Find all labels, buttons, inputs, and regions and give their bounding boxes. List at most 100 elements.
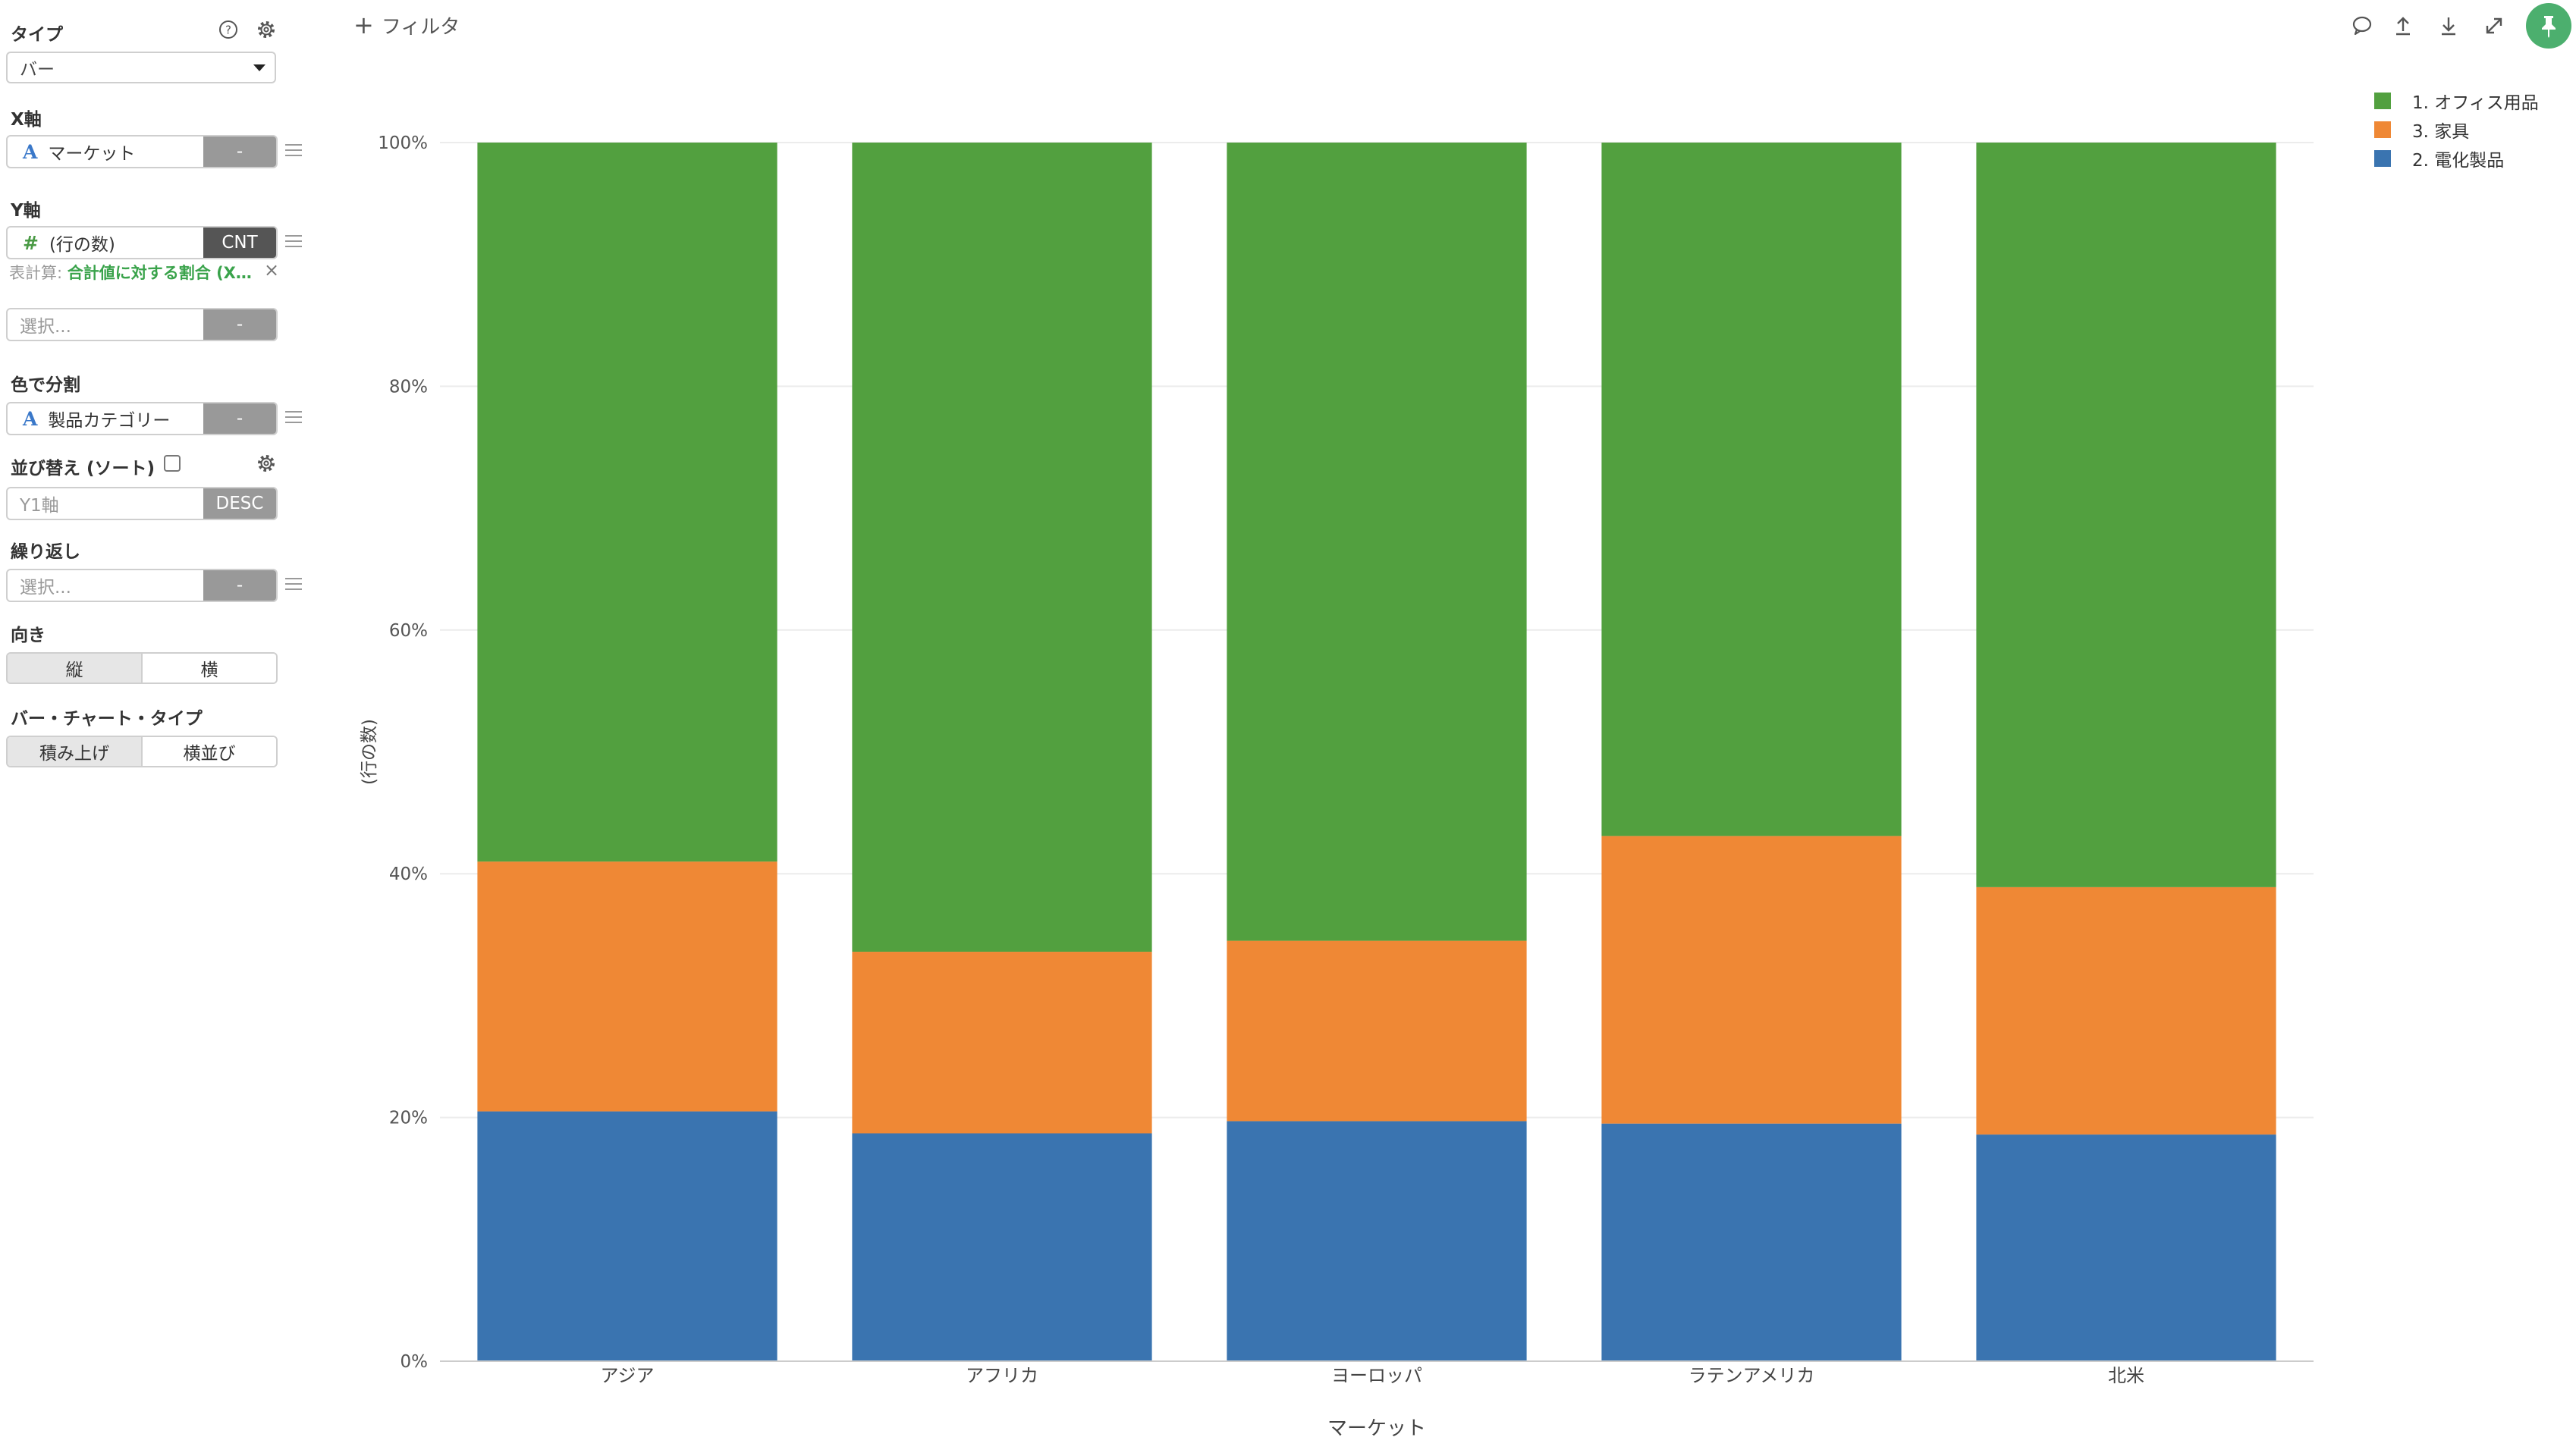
bar-segment[interactable] (852, 952, 1152, 1134)
number-type-icon: # (23, 231, 39, 254)
plus-icon: + (353, 11, 374, 39)
legend-item[interactable]: 2. 電化製品 (2374, 144, 2539, 173)
color-aggregate-button[interactable]: - (203, 403, 276, 434)
add-filter-button[interactable]: + フィルタ (353, 11, 460, 39)
bar-type-stacked-button[interactable]: 積み上げ (8, 737, 141, 766)
y-axis-title: (行の数) (360, 719, 379, 785)
drag-handle-icon[interactable] (285, 235, 302, 249)
orientation-toggle: 縦 横 (6, 652, 278, 684)
bars (477, 143, 2276, 1361)
repeat-field[interactable]: 選択... - (6, 569, 278, 602)
y-tick-label: 60% (389, 621, 428, 641)
y-tick-label: 80% (389, 377, 428, 397)
legend-item[interactable]: 1. オフィス用品 (2374, 86, 2539, 115)
x-axis-field-name: マーケット (48, 144, 136, 164)
bar-segment[interactable] (1227, 1121, 1527, 1361)
bar-segment[interactable] (852, 143, 1152, 952)
x-axis-field[interactable]: A マーケット - (6, 135, 278, 168)
legend-swatch (2374, 93, 2391, 109)
y-axis-field[interactable]: # (行の数) CNT (6, 226, 278, 259)
repeat-placeholder: 選択... (20, 578, 71, 598)
drag-handle-icon[interactable] (285, 144, 302, 158)
bar-segment[interactable] (1976, 143, 2276, 887)
color-field-name: 製品カテゴリー (48, 411, 171, 431)
repeat-aggregate-button[interactable]: - (203, 570, 276, 601)
bar-type-side-by-side-button[interactable]: 横並び (141, 737, 276, 766)
table-calculation-value: 合計値に対する割合 (X… (67, 264, 252, 282)
sort-order-button[interactable]: DESC (203, 488, 276, 519)
y-tick-label: 20% (389, 1109, 428, 1128)
color-split-label: 色で分割 (11, 375, 80, 395)
bar-segment[interactable] (1976, 1134, 2276, 1361)
chart-type-select[interactable]: バー (6, 52, 276, 83)
bar-segment[interactable] (1227, 940, 1527, 1122)
bar-segment[interactable] (1601, 143, 1902, 836)
sort-label: 並び替え (ソート) (11, 459, 156, 479)
bar-segment[interactable] (477, 1111, 778, 1361)
x-tick-label: ヨーロッパ (1331, 1365, 1422, 1386)
help-icon[interactable]: ? (217, 18, 240, 41)
comment-icon[interactable] (2348, 12, 2376, 39)
svg-text:?: ? (225, 24, 231, 37)
table-calculation-prefix: 表計算: (9, 264, 68, 282)
type-label: タイプ (11, 25, 63, 45)
orientation-vertical-button[interactable]: 縦 (8, 654, 141, 682)
pin-icon (2542, 16, 2556, 38)
x-axis-ticks: アジア アフリカ ヨーロッパ ラテンアメリカ 北米 (600, 1365, 2144, 1386)
y-tick-label: 100% (378, 133, 428, 153)
bar-segment[interactable] (1601, 836, 1902, 1124)
x-tick-label: アジア (600, 1365, 654, 1386)
bar-segment[interactable] (852, 1133, 1152, 1361)
gear-icon[interactable] (255, 18, 278, 41)
y-axis-ticks: 0% 20% 40% 60% 80% 100% (378, 133, 428, 1372)
close-icon[interactable]: × (264, 259, 280, 281)
legend-item[interactable]: 3. 家具 (2374, 115, 2539, 144)
bar-segment[interactable] (1227, 143, 1527, 941)
x-tick-label: ラテンアメリカ (1689, 1365, 1815, 1386)
y-axis-field-name: (行の数) (49, 235, 115, 255)
sort-field[interactable]: Y1軸 DESC (6, 487, 278, 520)
gear-icon[interactable] (255, 452, 278, 475)
orientation-horizontal-button[interactable]: 横 (141, 654, 276, 682)
x-axis-label: X軸 (11, 110, 42, 130)
pin-button[interactable] (2526, 3, 2571, 49)
legend-label: 2. 電化製品 (2412, 151, 2505, 171)
legend-label: 1. オフィス用品 (2412, 93, 2539, 113)
download-icon[interactable] (2435, 12, 2462, 39)
sort-checkbox[interactable] (164, 455, 181, 472)
chart-legend: 1. オフィス用品 3. 家具 2. 電化製品 (2374, 86, 2539, 173)
color-field[interactable]: A 製品カテゴリー - (6, 402, 278, 435)
legend-label: 3. 家具 (2412, 122, 2470, 142)
y-axis-aggregate-button[interactable]: CNT (203, 228, 276, 258)
bar-segment[interactable] (477, 143, 778, 862)
filter-label: フィルタ (381, 15, 460, 39)
text-type-icon: A (23, 407, 38, 430)
text-type-icon: A (23, 140, 38, 163)
x-axis-aggregate-button[interactable]: - (203, 136, 276, 167)
y2-axis-aggregate-button[interactable]: - (203, 309, 276, 340)
x-axis-title: マーケット (1327, 1417, 1426, 1440)
y2-axis-placeholder: 選択... (20, 317, 71, 337)
orientation-label: 向き (11, 626, 46, 645)
drag-handle-icon[interactable] (285, 578, 302, 592)
chart-type-value: バー (20, 60, 55, 80)
repeat-label: 繰り返し (11, 542, 80, 562)
expand-icon[interactable] (2480, 12, 2508, 39)
table-calculation[interactable]: 表計算: 合計値に対する割合 (X… (9, 261, 252, 284)
y-tick-label: 40% (389, 864, 428, 884)
y-axis-label: Y軸 (11, 201, 41, 221)
legend-swatch (2374, 150, 2391, 167)
x-tick-label: 北米 (2108, 1365, 2144, 1386)
x-tick-label: アフリカ (966, 1365, 1038, 1386)
bar-segment[interactable] (1601, 1123, 1902, 1361)
bar-segment[interactable] (1976, 886, 2276, 1135)
y-tick-label: 0% (401, 1352, 429, 1372)
chevron-down-icon (253, 64, 265, 71)
upload-icon[interactable] (2389, 12, 2417, 39)
drag-handle-icon[interactable] (285, 411, 302, 425)
bar-type-toggle: 積み上げ 横並び (6, 736, 278, 767)
y2-axis-field[interactable]: 選択... - (6, 308, 278, 341)
bar-type-label: バー・チャート・タイプ (11, 709, 203, 729)
bar-segment[interactable] (477, 861, 778, 1112)
